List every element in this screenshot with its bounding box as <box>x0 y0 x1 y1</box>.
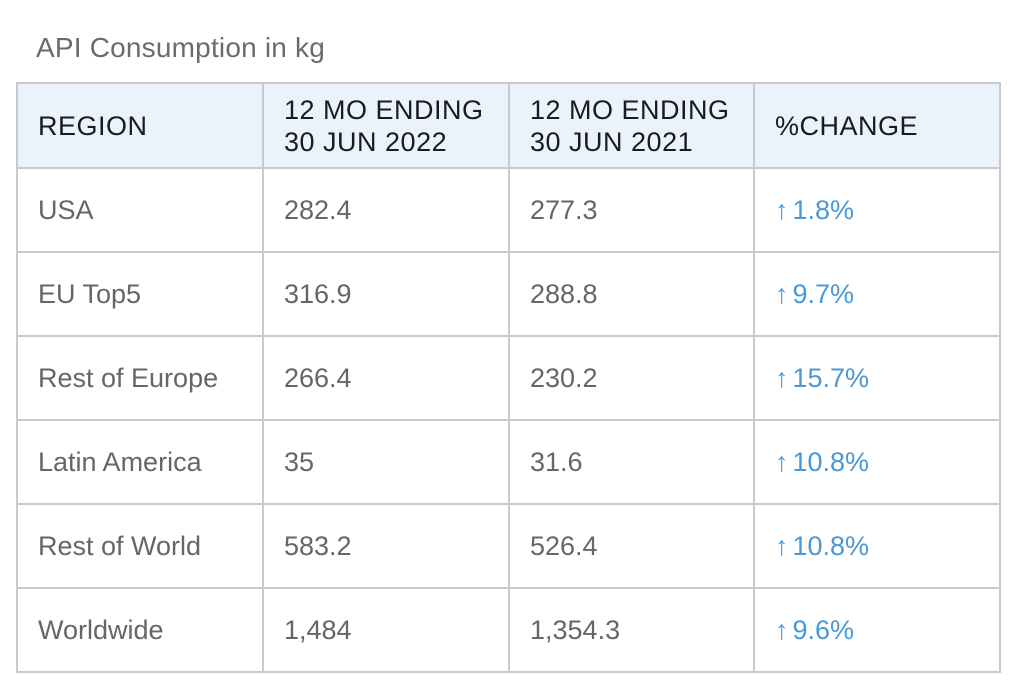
change-value: 9.6% <box>792 614 855 645</box>
arrow-up-icon: ↑ <box>775 278 789 309</box>
cell-2022: 282.4 <box>262 167 510 253</box>
table-row: Latin America 35 31.6 ↑ 10.8% <box>16 419 1001 505</box>
change-value: 10.8% <box>792 446 870 477</box>
cell-change: ↑ 9.7% <box>753 251 1001 337</box>
header-change-label: %CHANGE <box>775 110 919 141</box>
cell-2021: 31.6 <box>508 419 755 505</box>
cell-2022: 35 <box>262 419 510 505</box>
cell-2021: 277.3 <box>508 167 755 253</box>
header-12mo-2022: 12 MO ENDING 30 JUN 2022 <box>262 82 510 169</box>
table-row: EU Top5 316.9 288.8 ↑ 9.7% <box>16 251 1001 337</box>
cell-2021: 288.8 <box>508 251 755 337</box>
cell-2022: 583.2 <box>262 503 510 589</box>
header-12mo-2022-line1: 12 MO ENDING <box>284 94 484 125</box>
arrow-up-icon: ↑ <box>775 194 789 225</box>
header-region-label: REGION <box>38 110 148 141</box>
cell-change: ↑ 1.8% <box>753 167 1001 253</box>
header-12mo-2021-line2: 30 JUN 2021 <box>530 126 694 157</box>
header-12mo-2021-line1: 12 MO ENDING <box>530 94 730 125</box>
cell-2022: 1,484 <box>262 587 510 673</box>
table-header-row: REGION 12 MO ENDING 30 JUN 2022 12 MO EN… <box>16 82 1001 169</box>
cell-region: USA <box>16 167 264 253</box>
table-row: Worldwide 1,484 1,354.3 ↑ 9.6% <box>16 587 1001 673</box>
cell-region: EU Top5 <box>16 251 264 337</box>
page-title: API Consumption in kg <box>36 32 326 63</box>
cell-region: Worldwide <box>16 587 264 673</box>
cell-2021: 230.2 <box>508 335 755 421</box>
cell-2022: 316.9 <box>262 251 510 337</box>
cell-change: ↑ 15.7% <box>753 335 1001 421</box>
cell-2022: 266.4 <box>262 335 510 421</box>
header-change: %CHANGE <box>753 82 1001 169</box>
table-row: Rest of Europe 266.4 230.2 ↑ 15.7% <box>16 335 1001 421</box>
cell-change: ↑ 10.8% <box>753 503 1001 589</box>
change-value: 9.7% <box>792 278 855 309</box>
cell-2021: 526.4 <box>508 503 755 589</box>
cell-change: ↑ 10.8% <box>753 419 1001 505</box>
arrow-up-icon: ↑ <box>775 530 789 561</box>
cell-region: Rest of Europe <box>16 335 264 421</box>
consumption-table: REGION 12 MO ENDING 30 JUN 2022 12 MO EN… <box>16 82 1001 673</box>
cell-region: Latin America <box>16 419 264 505</box>
header-12mo-2022-line2: 30 JUN 2022 <box>284 126 448 157</box>
cell-2021: 1,354.3 <box>508 587 755 673</box>
change-value: 1.8% <box>792 194 855 225</box>
change-value: 10.8% <box>792 530 870 561</box>
header-12mo-2021: 12 MO ENDING 30 JUN 2021 <box>508 82 755 169</box>
table-row: USA 282.4 277.3 ↑ 1.8% <box>16 167 1001 253</box>
table-row: Rest of World 583.2 526.4 ↑ 10.8% <box>16 503 1001 589</box>
arrow-up-icon: ↑ <box>775 446 789 477</box>
arrow-up-icon: ↑ <box>775 362 789 393</box>
arrow-up-icon: ↑ <box>775 614 789 645</box>
change-value: 15.7% <box>792 362 870 393</box>
header-region: REGION <box>16 82 264 169</box>
cell-region: Rest of World <box>16 503 264 589</box>
cell-change: ↑ 9.6% <box>753 587 1001 673</box>
